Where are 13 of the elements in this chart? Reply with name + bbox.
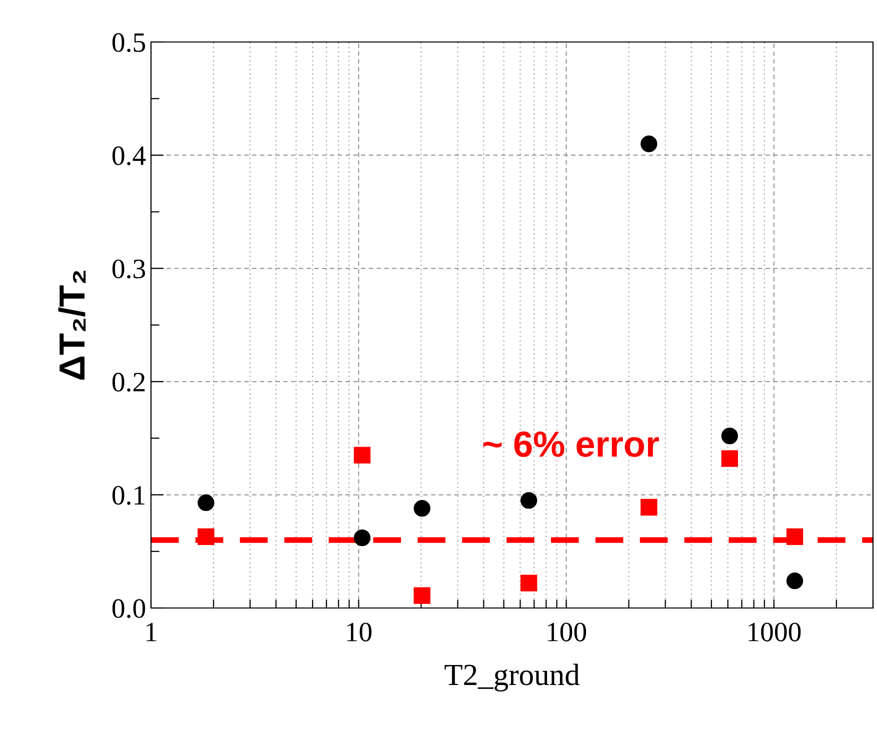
- y-axis-title: ΔT₂/T₂: [58, 270, 86, 380]
- y-tick-label: 0.5: [112, 33, 146, 52]
- ref-line-label: ~ 6% error: [483, 431, 659, 457]
- x-tick-label: 100: [548, 622, 586, 642]
- x-tick-label: 1000: [748, 622, 801, 642]
- y-tick-label: 0.4: [112, 146, 146, 166]
- y-tick-label: 0.1: [112, 486, 144, 505]
- y-tick-label: 0.2: [112, 372, 145, 392]
- x-tick-label: 1: [146, 622, 156, 642]
- x-axis-title: T2_ground: [444, 664, 580, 692]
- x-tick-label: 10: [347, 622, 372, 642]
- y-tick-label: 0.0: [112, 599, 146, 618]
- y-tick-label: 0.3: [112, 260, 146, 278]
